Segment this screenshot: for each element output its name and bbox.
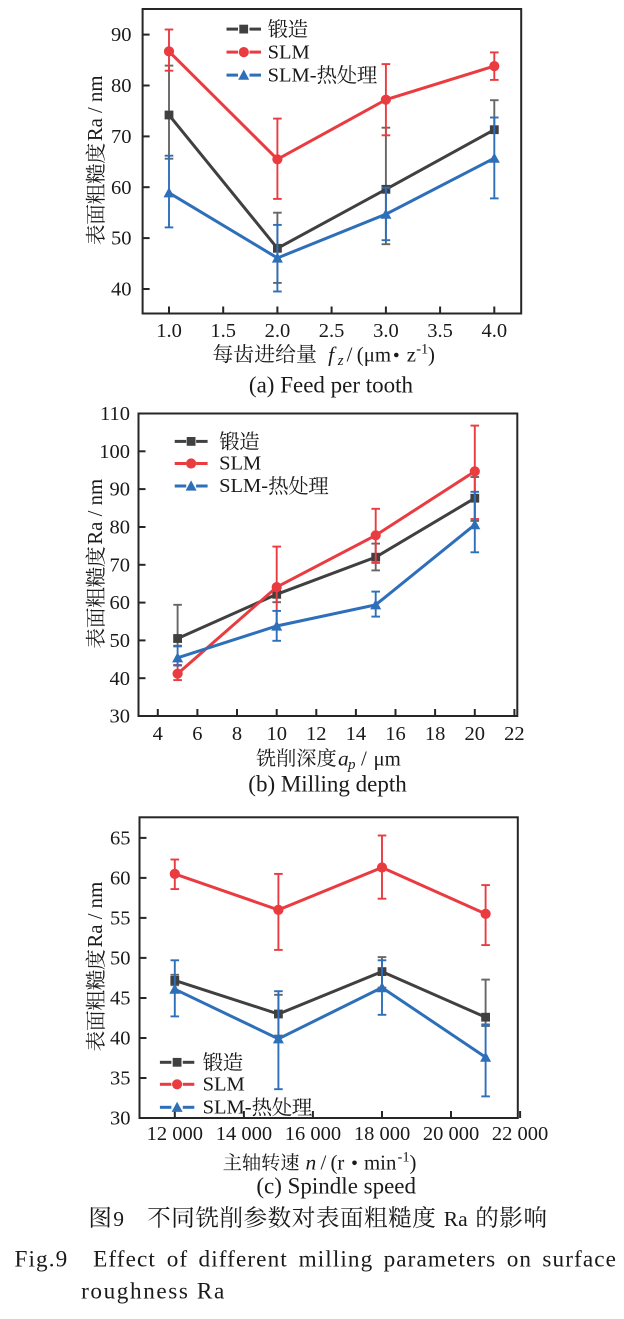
svg-text:60: 60 [111,177,132,199]
svg-text:z: z [407,344,416,367]
svg-text:SLM-: SLM- [268,64,317,86]
svg-text:55: 55 [110,908,131,930]
svg-text:35: 35 [110,1068,131,1090]
svg-text:(c) Spindle speed: (c) Spindle speed [256,1174,416,1199]
svg-text:90: 90 [110,479,131,501]
svg-text:μm: μm [374,747,401,770]
svg-text:Fig.9: Fig.9 [15,1247,69,1273]
svg-text:of: of [167,1247,189,1273]
svg-text:50: 50 [110,948,131,970]
svg-text:parameters: parameters [384,1247,497,1273]
svg-text:on: on [507,1247,532,1273]
svg-text:20 000: 20 000 [423,1123,479,1145]
svg-text:f: f [328,343,337,367]
svg-text:p: p [347,757,356,773]
svg-text:45: 45 [110,988,131,1010]
svg-text:30: 30 [110,706,131,728]
svg-text:Ra: Ra [444,1207,468,1231]
svg-text:70: 70 [111,126,132,148]
svg-text:SLM: SLM [219,453,261,475]
svg-text:Ra / nm: Ra / nm [84,882,107,948]
svg-text:90: 90 [111,24,132,46]
svg-text:): ) [428,344,435,367]
svg-text:different: different [199,1247,288,1273]
svg-text:6: 6 [192,723,202,745]
svg-text:(r: (r [331,1151,345,1174]
svg-text:65: 65 [110,828,131,850]
svg-text:Ra / nm: Ra / nm [84,479,107,545]
svg-text:4.0: 4.0 [481,320,507,342]
svg-text:/: / [321,1151,327,1174]
svg-text:20: 20 [465,723,486,745]
svg-text:8: 8 [232,723,242,745]
svg-text:Effect: Effect [93,1247,156,1273]
svg-text:14: 14 [346,723,367,745]
svg-text:40: 40 [110,1028,131,1050]
svg-text:3.5: 3.5 [427,320,453,342]
svg-text:-1: -1 [398,1149,410,1165]
svg-text:SLM: SLM [203,1074,245,1096]
svg-text:40: 40 [110,668,131,690]
svg-text:18 000: 18 000 [354,1123,410,1145]
svg-text:z: z [337,353,344,369]
svg-text:50: 50 [110,630,131,652]
svg-text:4: 4 [153,723,163,745]
svg-text:(b) Milling depth: (b) Milling depth [248,772,407,797]
svg-text:50: 50 [111,228,132,250]
svg-text:22 000: 22 000 [492,1123,548,1145]
svg-text:60: 60 [110,592,131,614]
svg-text:70: 70 [110,554,131,576]
svg-text:30: 30 [110,1108,131,1130]
svg-text:40: 40 [111,279,132,301]
svg-text:12: 12 [306,723,327,745]
svg-text:10: 10 [266,723,287,745]
svg-text:surface: surface [542,1247,617,1273]
svg-text:22: 22 [504,723,525,745]
svg-text:80: 80 [110,517,131,539]
svg-text:60: 60 [110,868,131,890]
svg-text:roughness Ra: roughness Ra [81,1279,226,1305]
svg-text:18: 18 [425,723,446,745]
svg-text:Ra / nm: Ra / nm [84,75,107,141]
svg-text:SLM-: SLM- [219,475,268,497]
svg-text:1.5: 1.5 [210,320,236,342]
svg-text:80: 80 [111,75,132,97]
svg-text:110: 110 [100,403,130,425]
svg-text:/: / [347,344,353,367]
svg-text:2.0: 2.0 [265,320,291,342]
svg-text:(a) Feed per tooth: (a) Feed per tooth [249,373,414,398]
svg-text:(μm: (μm [357,344,391,367]
svg-text:/: / [361,747,367,770]
svg-text:milling: milling [299,1247,374,1273]
svg-text:16 000: 16 000 [285,1123,341,1145]
svg-text:1.0: 1.0 [156,320,182,342]
svg-text:12 000: 12 000 [147,1123,203,1145]
svg-text:100: 100 [99,441,130,463]
svg-text:): ) [410,1151,417,1174]
svg-text:n: n [306,1150,317,1174]
svg-text:14 000: 14 000 [216,1123,272,1145]
svg-text:3.0: 3.0 [373,320,399,342]
svg-text:16: 16 [385,723,406,745]
svg-text:-1: -1 [416,342,428,358]
svg-text:SLM-: SLM- [203,1097,252,1119]
svg-text:min: min [364,1151,397,1174]
svg-text:2.5: 2.5 [319,320,345,342]
svg-text:a: a [338,746,349,770]
svg-text:9: 9 [113,1207,124,1231]
svg-text:SLM: SLM [268,41,310,63]
